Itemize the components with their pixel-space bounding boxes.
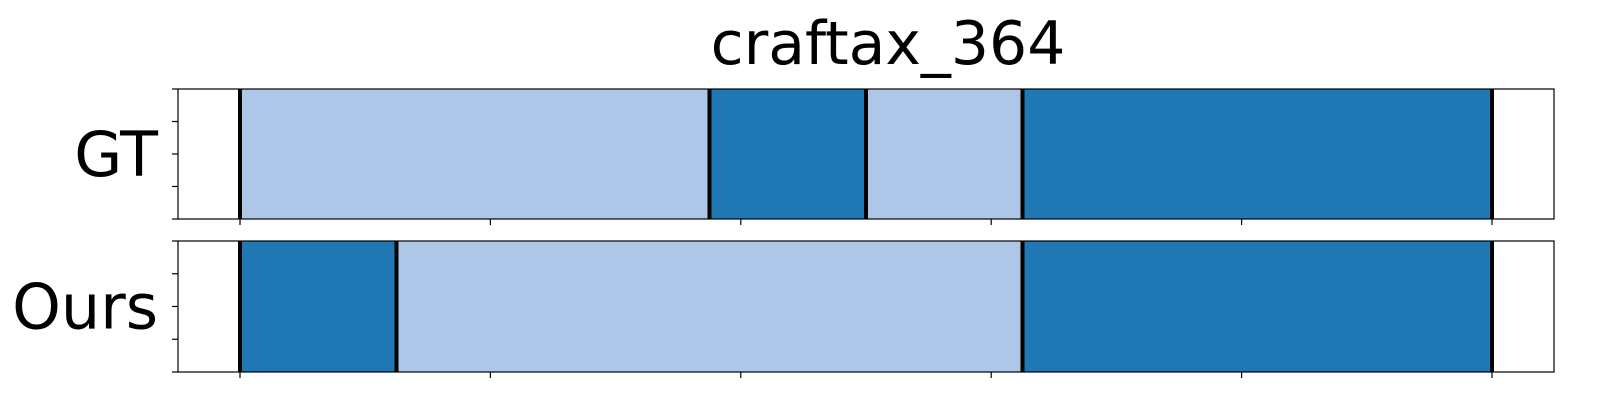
segment-gt-3 bbox=[1022, 89, 1492, 219]
segment-ours-2 bbox=[1022, 241, 1492, 372]
segment-ours-0 bbox=[240, 241, 397, 372]
segment-gt-0 bbox=[240, 89, 710, 219]
chart-panels: GT Ours bbox=[12, 88, 1555, 378]
segment-ours-1 bbox=[396, 241, 1023, 372]
row-label-ours: Ours bbox=[12, 271, 158, 344]
chart-title: craftax_364 bbox=[711, 9, 1066, 79]
segment-gt-2 bbox=[866, 89, 1023, 219]
row-label-gt: GT bbox=[74, 118, 159, 191]
segment-gt-1 bbox=[709, 89, 866, 219]
